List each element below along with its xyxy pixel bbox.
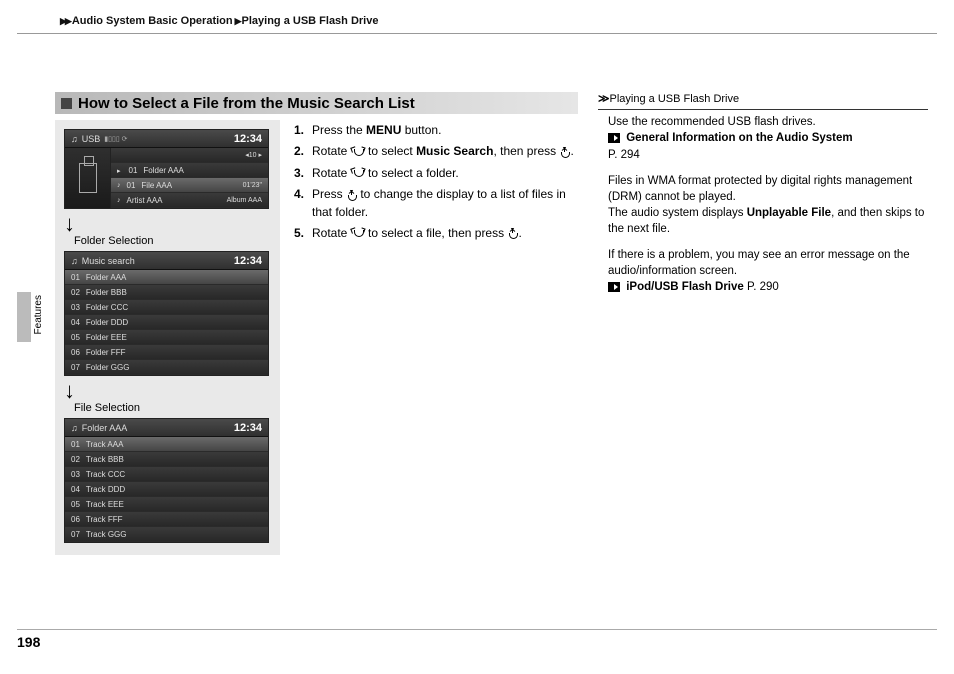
audio-screen-folders: Music search 12:34 01Folder AAA02Folder …	[64, 251, 269, 376]
list-item: 01Folder AAA	[65, 270, 268, 285]
screen-title: Folder AAA	[82, 423, 128, 433]
list-item: 01Folder AAA	[111, 163, 268, 178]
list-item: 01Track AAA	[65, 437, 268, 452]
chevron-icon: ▶	[235, 16, 240, 27]
link-icon	[608, 282, 620, 292]
list-item: 02Folder BBB	[65, 285, 268, 300]
list-item: ♪Artist AAAAlbum AAA	[111, 193, 268, 208]
breadcrumb: ▶▶ Audio System Basic Operation ▶ Playin…	[60, 15, 378, 27]
usb-icon	[79, 163, 97, 193]
sidebar-heading: ≫Playing a USB Flash Drive	[598, 92, 928, 110]
divider	[17, 629, 937, 630]
music-note-icon	[71, 256, 78, 266]
list-item: 07Folder GGG	[65, 360, 268, 375]
list-item: 03Folder CCC	[65, 300, 268, 315]
side-tab	[17, 292, 31, 342]
list-item: 04Folder DDD	[65, 315, 268, 330]
list-item: 06Folder FFF	[65, 345, 268, 360]
folder-selection-label: Folder Selection	[74, 235, 271, 247]
rotate-knob-icon	[351, 228, 365, 239]
breadcrumb-seg: Playing a USB Flash Drive	[242, 15, 379, 27]
heading-text: How to Select a File from the Music Sear…	[78, 95, 415, 112]
list-item: 05Folder EEE	[65, 330, 268, 345]
sidebar-text: Use the recommended USB flash drives.	[608, 116, 816, 128]
arrow-down-icon: ↓	[64, 217, 271, 231]
square-icon	[61, 98, 72, 109]
push-knob-icon	[559, 147, 570, 158]
chevron-icon: ≫	[598, 93, 608, 105]
page-number: 198	[17, 634, 40, 650]
clock: 12:34	[234, 422, 262, 434]
push-knob-icon	[507, 228, 518, 239]
clock: 12:34	[234, 255, 262, 267]
screen-title: Music search	[82, 256, 135, 266]
sidebar-text: If there is a problem, you may see an er…	[608, 249, 910, 277]
push-knob-icon	[346, 190, 357, 201]
list-item: 04Track DDD	[65, 482, 268, 497]
sidebar-text: The audio system displays Unplayable Fil…	[608, 207, 924, 235]
clock: 12:34	[234, 133, 262, 145]
list-item: ♪01File AAA01'23"	[111, 178, 268, 193]
screens-column: USB ▮▯▯▯ ⟳ 12:34 ◂10 ▸01Folder AAA♪01Fil…	[55, 120, 280, 555]
step-3: Rotate to select a folder.	[312, 165, 576, 182]
section-heading: How to Select a File from the Music Sear…	[55, 92, 578, 114]
source-label: USB	[82, 134, 101, 144]
breadcrumb-seg: Audio System Basic Operation	[72, 15, 233, 27]
step-2: Rotate to select Music Search, then pres…	[312, 143, 576, 160]
music-note-icon	[71, 134, 78, 144]
divider	[17, 33, 937, 34]
arrow-down-icon: ↓	[64, 384, 271, 398]
music-note-icon	[71, 423, 78, 433]
list-item: 05Track EEE	[65, 497, 268, 512]
file-selection-label: File Selection	[74, 402, 271, 414]
chevron-icon: ▶▶	[60, 16, 70, 27]
link-icon	[608, 133, 620, 143]
page-ref: P. 290	[747, 281, 779, 293]
list-item: 07Track GGG	[65, 527, 268, 542]
list-item: 02Track BBB	[65, 452, 268, 467]
instruction-list: 1. Press the MENU button. 2. Rotate to s…	[294, 122, 576, 246]
audio-screen-files: Folder AAA 12:34 01Track AAA02Track BBB0…	[64, 418, 269, 543]
list-item: 03Track CCC	[65, 467, 268, 482]
sidebar-link: iPod/USB Flash Drive	[626, 281, 744, 293]
sidebar-text: Files in WMA format protected by digital…	[608, 175, 912, 203]
sidebar-link: General Information on the Audio System	[626, 132, 852, 144]
rotate-knob-icon	[351, 147, 365, 158]
audio-screen-playback: USB ▮▯▯▯ ⟳ 12:34 ◂10 ▸01Folder AAA♪01Fil…	[64, 129, 269, 209]
page-ref: P. 294	[608, 149, 640, 161]
side-label: Features	[33, 295, 44, 334]
step-5: Rotate to select a file, then press .	[312, 225, 576, 242]
list-item: 06Track FFF	[65, 512, 268, 527]
step-1: Press the MENU button.	[312, 122, 576, 139]
step-4: Press to change the display to a list of…	[312, 186, 576, 221]
info-sidebar: ≫Playing a USB Flash Drive Use the recom…	[598, 92, 928, 305]
signal-icon: ▮▯▯▯ ⟳	[104, 135, 127, 143]
list-item: ◂10 ▸	[111, 148, 268, 163]
rotate-knob-icon	[351, 168, 365, 179]
